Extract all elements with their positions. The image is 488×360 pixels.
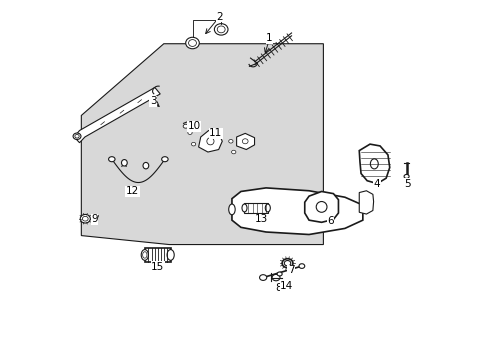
Ellipse shape [277, 272, 282, 276]
Polygon shape [198, 131, 222, 152]
Text: 13: 13 [255, 215, 268, 224]
Polygon shape [359, 191, 373, 214]
Text: 7: 7 [287, 265, 294, 275]
Text: 15: 15 [151, 262, 164, 272]
Ellipse shape [259, 275, 266, 280]
Ellipse shape [75, 134, 79, 138]
Text: 4: 4 [373, 179, 380, 189]
Ellipse shape [214, 24, 227, 35]
Polygon shape [304, 192, 338, 222]
Ellipse shape [167, 249, 174, 260]
Text: 8: 8 [275, 283, 281, 293]
Ellipse shape [185, 37, 199, 49]
Ellipse shape [242, 139, 247, 144]
Ellipse shape [284, 261, 290, 266]
Ellipse shape [162, 157, 168, 162]
Ellipse shape [228, 204, 235, 215]
Ellipse shape [271, 274, 280, 281]
Text: 1: 1 [266, 33, 272, 43]
Text: 9: 9 [91, 215, 98, 224]
Polygon shape [236, 134, 254, 149]
Ellipse shape [231, 150, 235, 154]
Text: 11: 11 [209, 129, 222, 138]
Ellipse shape [242, 204, 246, 212]
Ellipse shape [217, 26, 224, 33]
Ellipse shape [265, 204, 270, 212]
Text: 2: 2 [216, 12, 222, 22]
Ellipse shape [298, 264, 304, 269]
Ellipse shape [141, 249, 148, 260]
Ellipse shape [206, 138, 214, 145]
Ellipse shape [369, 159, 378, 169]
Polygon shape [74, 87, 160, 143]
Ellipse shape [142, 252, 147, 258]
Polygon shape [81, 44, 323, 244]
Text: 10: 10 [187, 121, 201, 131]
Ellipse shape [121, 159, 127, 166]
Polygon shape [231, 188, 362, 234]
Ellipse shape [82, 216, 88, 221]
Ellipse shape [403, 175, 408, 179]
Text: 12: 12 [126, 186, 139, 197]
Text: 3: 3 [149, 96, 156, 106]
Text: 6: 6 [326, 216, 333, 226]
Text: 5: 5 [404, 179, 410, 189]
Ellipse shape [183, 124, 188, 128]
Bar [244, 203, 267, 213]
Ellipse shape [187, 131, 192, 134]
Ellipse shape [316, 202, 326, 212]
Polygon shape [359, 144, 389, 184]
Ellipse shape [142, 162, 148, 169]
Ellipse shape [282, 259, 292, 268]
Text: 14: 14 [280, 281, 293, 291]
Ellipse shape [228, 139, 233, 143]
Ellipse shape [108, 157, 115, 162]
Bar [144, 248, 170, 262]
Ellipse shape [191, 142, 195, 146]
Ellipse shape [73, 133, 81, 139]
Ellipse shape [80, 215, 90, 223]
Ellipse shape [188, 40, 196, 46]
